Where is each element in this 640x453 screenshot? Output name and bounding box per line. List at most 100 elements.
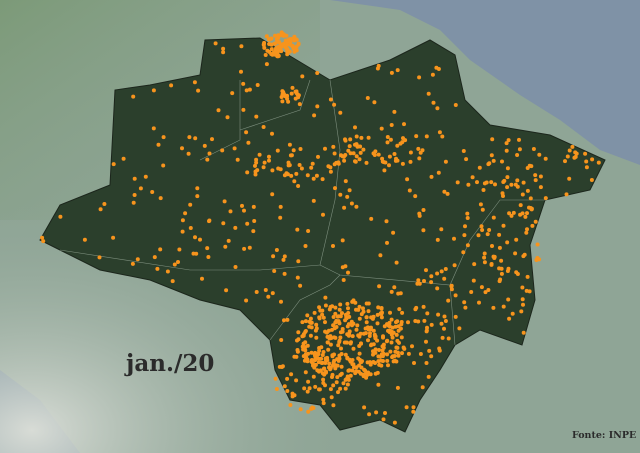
fire-hotspot: [570, 144, 575, 149]
fire-hotspot: [482, 255, 487, 260]
fire-hotspot: [421, 304, 426, 309]
fire-hotspot: [440, 134, 445, 139]
fire-hotspot: [490, 244, 494, 248]
fire-hotspot: [391, 359, 396, 364]
fire-hotspot: [505, 269, 510, 273]
fire-hotspot: [418, 352, 423, 356]
fire-hotspot: [279, 338, 284, 342]
fire-hotspot: [489, 153, 494, 158]
fire-hotspot: [376, 305, 381, 310]
fire-hotspot: [161, 135, 166, 140]
fire-hotspot: [309, 359, 314, 364]
fire-hotspot: [343, 137, 347, 142]
fire-hotspot: [193, 235, 197, 240]
fire-hotspot: [359, 341, 363, 346]
fire-hotspot: [274, 248, 279, 252]
fire-hotspot: [411, 409, 416, 414]
fire-hotspot: [535, 242, 540, 247]
fire-hotspot: [395, 68, 400, 73]
fire-hotspot: [378, 354, 382, 359]
fire-hotspot: [187, 135, 192, 140]
fire-hotspot: [336, 358, 341, 363]
fire-hotspot: [385, 140, 390, 145]
fire-hotspot: [455, 180, 460, 185]
fire-hotspot: [465, 211, 470, 216]
fire-hotspot: [354, 369, 359, 374]
fire-hotspot: [313, 328, 318, 333]
fire-hotspot: [276, 166, 281, 171]
fire-hotspot: [426, 374, 431, 379]
fire-hotspot: [475, 180, 479, 185]
fire-hotspot: [270, 192, 275, 197]
fire-hotspot: [335, 314, 340, 319]
fire-hotspot: [520, 297, 525, 302]
fire-hotspot: [334, 325, 339, 329]
fire-hotspot: [417, 75, 422, 80]
fire-hotspot: [340, 329, 345, 334]
fire-hotspot: [328, 342, 333, 347]
fire-hotspot: [490, 137, 495, 142]
fire-hotspot: [327, 361, 332, 366]
fire-hotspot: [333, 335, 338, 340]
fire-hotspot: [131, 94, 136, 99]
fire-hotspot: [452, 236, 456, 241]
fire-hotspot: [276, 47, 281, 52]
fire-hotspot: [442, 326, 446, 331]
fire-hotspot: [427, 348, 432, 353]
fire-hotspot: [320, 360, 325, 365]
fire-hotspot: [385, 352, 390, 357]
fire-hotspot: [413, 194, 418, 199]
fire-hotspot: [232, 146, 237, 151]
fire-hotspot: [480, 228, 485, 232]
fire-hotspot: [346, 148, 351, 153]
fire-hotspot: [151, 126, 156, 131]
fire-hotspot: [241, 81, 246, 86]
fire-hotspot: [345, 382, 350, 387]
fire-hotspot: [424, 134, 429, 139]
fire-hotspot: [489, 262, 494, 267]
fire-hotspot: [372, 100, 377, 105]
fire-hotspot: [300, 320, 305, 325]
fire-hotspot: [132, 193, 137, 197]
fire-hotspot: [333, 366, 338, 371]
fire-hotspot: [353, 125, 357, 130]
fire-hotspot: [376, 152, 381, 157]
fire-hotspot: [307, 386, 312, 391]
fire-hotspot: [521, 302, 525, 307]
fire-hotspot: [303, 329, 308, 333]
fire-hotspot: [395, 385, 400, 390]
fire-hotspot: [445, 191, 450, 196]
fire-hotspot: [270, 291, 275, 296]
fire-hotspot: [499, 266, 504, 271]
fire-hotspot: [296, 184, 301, 188]
fire-hotspot: [294, 378, 299, 383]
fire-hotspot: [319, 356, 324, 361]
fire-hotspot: [391, 230, 396, 235]
fire-hotspot: [392, 285, 397, 290]
fire-hotspot: [155, 266, 160, 271]
fire-hotspot: [254, 160, 259, 165]
fire-hotspot: [453, 103, 458, 107]
fire-hotspot: [420, 385, 425, 390]
fire-hotspot: [397, 340, 401, 345]
fire-hotspot: [462, 300, 467, 305]
fire-hotspot: [466, 182, 471, 187]
fire-hotspot: [357, 357, 362, 362]
fire-hotspot: [491, 158, 496, 163]
fire-hotspot: [424, 268, 428, 273]
fire-hotspot: [269, 47, 274, 52]
fire-hotspot: [303, 244, 308, 248]
fire-hotspot: [375, 321, 380, 326]
fire-hotspot: [311, 374, 316, 379]
fire-hotspot: [262, 45, 267, 50]
fire-hotspot: [501, 194, 505, 198]
fire-hotspot: [254, 114, 259, 119]
fire-hotspot: [305, 359, 310, 364]
fire-hotspot: [287, 142, 292, 147]
fire-hotspot: [382, 324, 387, 329]
fire-hotspot: [40, 235, 45, 240]
fire-hotspot: [292, 393, 297, 398]
fire-hotspot: [111, 162, 116, 167]
fire-hotspot: [279, 365, 284, 369]
fire-hotspot: [289, 91, 294, 96]
